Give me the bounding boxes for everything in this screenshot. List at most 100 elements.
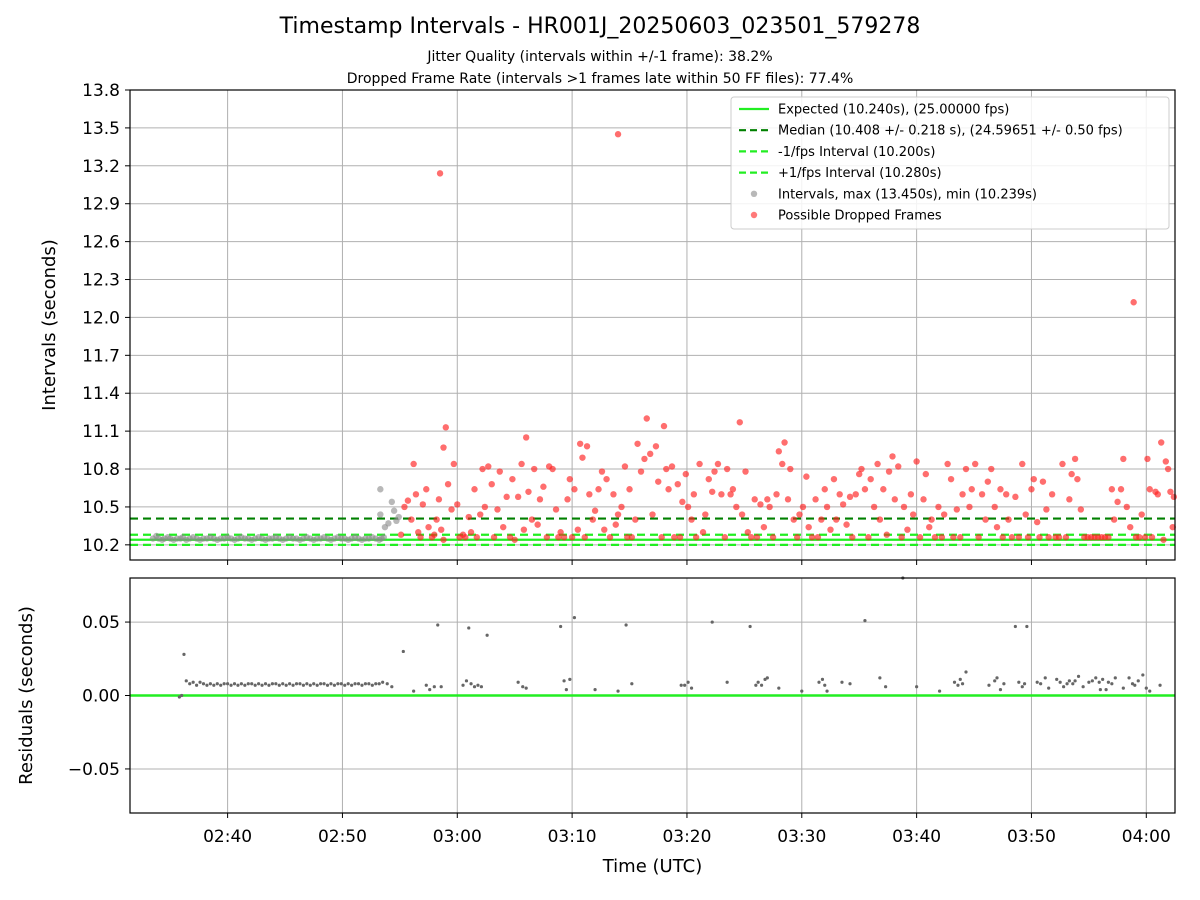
- dropped-frame-point: [423, 486, 430, 493]
- x-tick-label: 02:50: [318, 827, 367, 847]
- dropped-frame-point: [827, 526, 834, 533]
- dropped-frame-point: [773, 491, 780, 498]
- dropped-frame-point: [833, 516, 840, 523]
- y-tick-label: 12.0: [82, 308, 120, 328]
- residual-point: [270, 682, 274, 686]
- residual-point: [683, 683, 687, 687]
- dropped-frame-point: [885, 468, 893, 475]
- dropped-frame-point: [496, 468, 503, 475]
- dropped-frame-point: [702, 511, 709, 518]
- y-tick-label: −0.05: [68, 760, 120, 780]
- residual-point: [336, 682, 340, 686]
- residual-point: [1047, 686, 1051, 690]
- dropped-frame-point: [913, 458, 920, 465]
- residual-point: [424, 683, 428, 687]
- dropped-frame-point: [419, 501, 427, 508]
- dropped-frame-point: [514, 493, 522, 501]
- dropped-frame-point: [757, 501, 764, 508]
- residual-point: [226, 682, 230, 686]
- dropped-frame-point: [796, 511, 803, 518]
- dropped-frame-point: [744, 529, 752, 536]
- dropped-frame-point: [1130, 299, 1137, 306]
- dropped-frame-point: [931, 534, 939, 541]
- dropped-frame-point: [674, 480, 681, 488]
- x-tick-label: 03:40: [892, 827, 941, 847]
- y-tick-label: 10.5: [82, 498, 120, 518]
- dropped-frame-point: [738, 511, 746, 518]
- residual-point: [1071, 682, 1075, 686]
- dropped-frame-point: [760, 523, 768, 531]
- residual-point: [848, 682, 852, 686]
- residual-point: [350, 683, 354, 687]
- y-tick-label: 10.8: [82, 460, 120, 480]
- residual-point: [1081, 685, 1085, 689]
- dropped-frame-point: [511, 536, 518, 543]
- dropped-frame-point: [412, 491, 420, 498]
- residual-point: [325, 683, 330, 687]
- residual-point: [236, 683, 240, 687]
- dropped-frame-point: [1028, 486, 1035, 493]
- residual-point: [208, 682, 212, 686]
- residual-point: [987, 683, 991, 687]
- dropped-frame-point: [823, 503, 831, 511]
- residual-point: [281, 682, 285, 686]
- residual-point: [1043, 676, 1047, 680]
- dropped-frame-point: [1036, 534, 1043, 541]
- y-tick-label: 12.9: [82, 195, 120, 215]
- residual-point: [1065, 682, 1069, 686]
- residual-point: [250, 682, 254, 686]
- residual-point: [1110, 682, 1114, 686]
- dropped-frame-point: [836, 491, 843, 498]
- residual-point: [995, 676, 999, 680]
- residual-point: [777, 686, 781, 690]
- dropped-frame-point: [440, 444, 447, 451]
- dropped-frame-point: [606, 534, 614, 541]
- dropped-frame-point: [555, 534, 562, 541]
- dropped-frame-point: [626, 486, 633, 493]
- dropped-frame-point: [793, 534, 801, 541]
- residual-point: [198, 680, 202, 684]
- residual-point: [260, 683, 264, 687]
- dropped-frame-point: [787, 465, 794, 473]
- dropped-frame-point: [1146, 486, 1153, 493]
- dropped-frame-point: [643, 415, 650, 422]
- dropped-frame-point: [614, 131, 622, 138]
- residual-point: [1130, 682, 1135, 686]
- dropped-frame-point: [1160, 536, 1167, 543]
- residual-point: [1073, 679, 1077, 683]
- residual-point: [754, 683, 758, 687]
- dropped-frame-point: [1062, 534, 1070, 541]
- residual-point: [958, 677, 962, 681]
- dropped-frame-point: [1022, 511, 1029, 518]
- residual-point: [332, 683, 337, 687]
- dropped-frame-point: [1048, 491, 1056, 498]
- dropped-frame-point: [665, 486, 672, 493]
- dropped-frame-point: [509, 475, 516, 483]
- dropped-frame-point: [682, 470, 690, 478]
- dropped-frame-point: [543, 534, 551, 541]
- dropped-frame-point: [479, 465, 486, 473]
- residual-point: [180, 693, 184, 698]
- residual-point: [759, 683, 764, 687]
- residual-point: [222, 682, 226, 686]
- dropped-frame-point: [520, 526, 528, 533]
- residual-point: [461, 683, 465, 687]
- dropped-frame-point: [975, 534, 982, 541]
- dropped-frame-point: [641, 455, 648, 463]
- residual-point: [472, 685, 477, 689]
- residual-point: [884, 685, 888, 689]
- residual-point: [1097, 680, 1101, 684]
- dropped-frame-point: [984, 478, 992, 485]
- dropped-frame-point: [595, 486, 602, 493]
- dropped-frame-point: [968, 486, 975, 493]
- dropped-frame-point: [1123, 503, 1130, 511]
- dropped-frame-point: [889, 453, 896, 460]
- dropped-frame-point: [448, 506, 455, 513]
- dropped-frame-point: [696, 460, 703, 468]
- residual-point: [305, 682, 309, 686]
- dropped-frame-point: [581, 534, 588, 541]
- dropped-frame-point: [612, 521, 619, 528]
- y-axis-label: Intervals (seconds): [39, 239, 60, 411]
- dropped-frame-point: [978, 491, 986, 498]
- x-tick-label: 03:00: [433, 827, 482, 847]
